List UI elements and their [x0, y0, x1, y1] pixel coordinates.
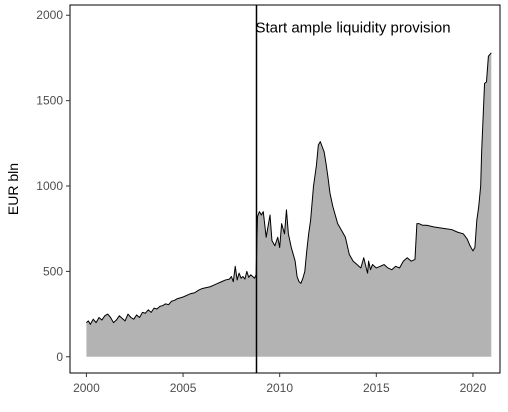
- plot-layer: [86, 52, 492, 357]
- x-tick-label: 2005: [170, 381, 197, 395]
- y-axis-title: EUR bln: [5, 163, 21, 215]
- series-area: [86, 52, 492, 357]
- x-tick-label: 2000: [73, 381, 100, 395]
- liquidity-start-label: Start ample liquidity provision: [255, 19, 450, 36]
- x-tick-label: 2020: [460, 381, 487, 395]
- y-tick-label: 1000: [36, 179, 63, 193]
- axis-layer: 0 500 1000 1500 2000 2000 2005 2010 2015 2020: [36, 8, 486, 395]
- panel-border: [69, 4, 501, 374]
- x-tick-label: 2010: [266, 381, 293, 395]
- x-tick-label: 2015: [363, 381, 390, 395]
- y-tick-label: 0: [56, 350, 63, 364]
- y-tick-label: 2000: [36, 8, 63, 22]
- y-tick-label: 500: [43, 264, 63, 278]
- y-tick-label: 1500: [36, 94, 63, 108]
- series-line: [86, 52, 492, 325]
